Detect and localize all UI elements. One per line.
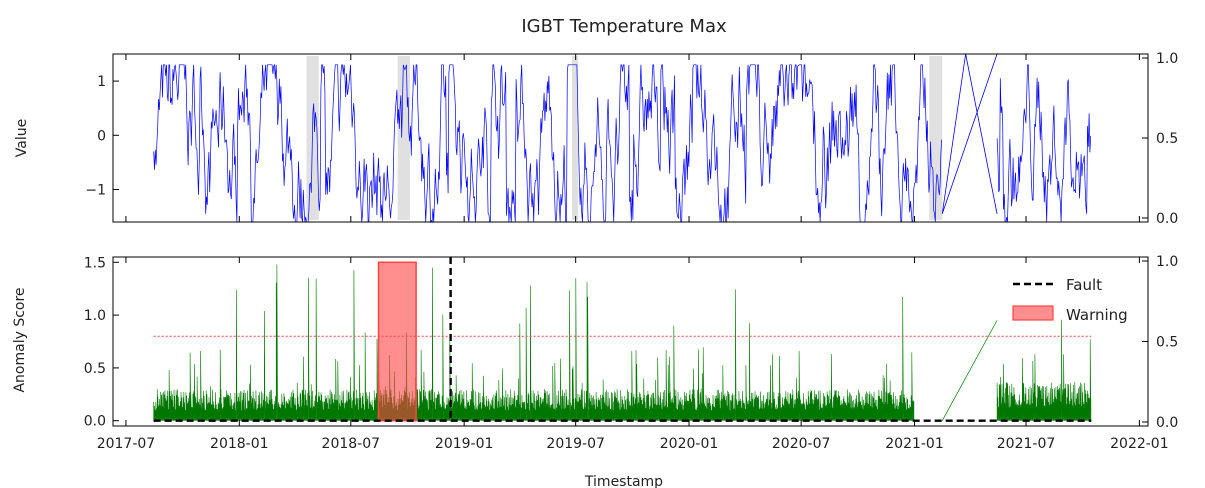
legend-warning-swatch	[1012, 305, 1054, 321]
x-tick-label: 2018-01	[210, 436, 269, 452]
y-tick-label: 1.0	[84, 308, 106, 324]
x-tick-label: 2022-01	[1110, 436, 1169, 452]
x-tick-label: 2019-01	[435, 436, 494, 452]
plot-frame	[112, 53, 1149, 223]
grey-span	[571, 56, 579, 220]
y-tick-label: 1.5	[84, 255, 106, 271]
top-chart-title: IGBT Temperature Max	[521, 16, 727, 37]
bottom-y-axis-label: Anomaly Score	[12, 287, 28, 392]
bottom-gap-line	[941, 320, 998, 421]
top-gap-line	[941, 53, 998, 215]
x-tick-label: 2020-01	[660, 436, 719, 452]
right-y-tick-label: 1.0	[1156, 254, 1178, 270]
top-axes: −1 0 1 0.0 0.5 1.0	[85, 51, 1178, 227]
x-tick-label: 2021-01	[885, 436, 944, 452]
top-panel: −1 0 1 0.0 0.5 1.0 Value	[14, 51, 1178, 227]
grey-span	[929, 56, 943, 220]
y-tick-label: 0.0	[84, 414, 106, 430]
right-y-tick-label: 0.0	[1156, 211, 1178, 227]
x-tick-label: 2020-07	[772, 436, 831, 452]
right-y-tick-label: 0.5	[1156, 131, 1178, 147]
y-tick-label: −1	[85, 182, 106, 198]
legend-fault-label: Fault	[1066, 276, 1102, 294]
warning-region	[377, 261, 417, 422]
plot-frame	[112, 256, 1149, 427]
bottom-panel: 0.0 0.5 1.0 1.5 0.0 0.5 1.0 2017-07 2018-01 2018-…	[12, 254, 1178, 488]
x-tick-label: 2017-07	[97, 436, 156, 452]
x-axis-label: Timestamp	[584, 474, 663, 488]
bottom-series-line	[153, 264, 1092, 421]
legend-warning-label: Warning	[1066, 306, 1128, 324]
top-y-axis-label: Value	[14, 119, 30, 157]
y-tick-label: 0	[97, 128, 106, 144]
y-tick-label: 1	[97, 74, 106, 90]
right-y-tick-label: 0.0	[1156, 415, 1178, 431]
bottom-axes: 0.0 0.5 1.0 1.5 0.0 0.5 1.0 2017-07 2018-01 2018-…	[84, 254, 1179, 452]
x-tick-label: 2021-07	[997, 436, 1056, 452]
y-tick-label: 0.5	[84, 361, 106, 377]
top-series-line	[153, 63, 1092, 224]
right-y-tick-label: 0.5	[1156, 335, 1178, 351]
grey-span	[397, 56, 410, 220]
right-y-tick-label: 1.0	[1156, 51, 1178, 67]
x-tick-label: 2018-07	[322, 436, 381, 452]
legend: Fault Warning	[1012, 276, 1128, 324]
x-tick-label: 2019-07	[546, 436, 605, 452]
